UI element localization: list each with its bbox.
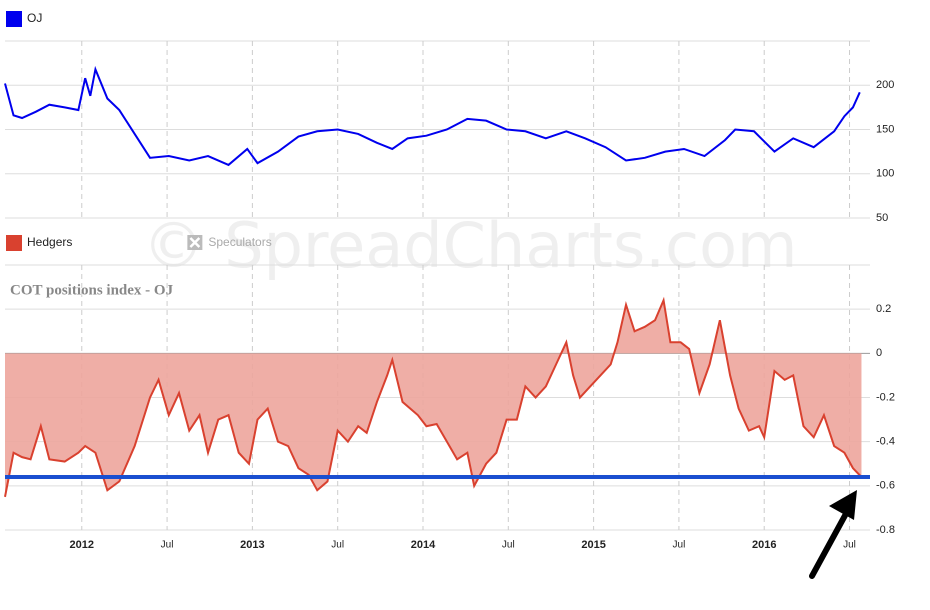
area-fill — [5, 300, 862, 497]
x-tick-label: 2015 — [581, 539, 605, 551]
x-tick-label: Jul — [673, 540, 686, 551]
y-tick-label: 0 — [876, 347, 882, 359]
legend-label: Speculators — [208, 235, 271, 249]
legend-label: OJ — [27, 11, 42, 25]
x-tick-label: Jul — [331, 540, 344, 551]
plot-layer: 50 100 150 200 OJ -0.8 -0.6 -0.4 -0.2 0 0.2 2012 Jul… — [4, 11, 895, 551]
legend-x — [189, 237, 201, 248]
x-tick-label: 2012 — [70, 539, 94, 551]
x-tick-label: Jul — [161, 540, 174, 551]
x-tick-label: 2016 — [752, 539, 776, 551]
y-tick-label: 0.2 — [876, 303, 891, 315]
price-line — [4, 65, 861, 167]
y-tick-label: -0.4 — [876, 436, 895, 448]
x-tick-label: Jul — [502, 540, 515, 551]
legend-swatch — [6, 11, 22, 27]
x-tick-label: 2014 — [411, 539, 436, 551]
x-tick-label: 2013 — [240, 539, 264, 551]
legend-label: Hedgers — [27, 235, 72, 249]
y-tick-label: 100 — [876, 168, 894, 180]
arrow-head — [829, 490, 857, 520]
arrow-shaft — [809, 507, 851, 579]
y-tick-label: -0.8 — [876, 524, 895, 536]
arrow — [809, 490, 857, 579]
panel-title: COT positions index - OJ — [10, 282, 174, 298]
watermark: © SpreadCharts.com — [143, 209, 798, 282]
y-tick-label: 200 — [876, 79, 894, 91]
y-tick-label: 150 — [876, 123, 894, 135]
y-tick-label: -0.2 — [876, 391, 895, 403]
x-tick-label: Jul — [843, 540, 856, 551]
y-tick-label: 50 — [876, 212, 888, 224]
legend-swatch — [6, 235, 22, 251]
area-line — [4, 296, 863, 498]
y-tick-label: -0.6 — [876, 480, 895, 492]
